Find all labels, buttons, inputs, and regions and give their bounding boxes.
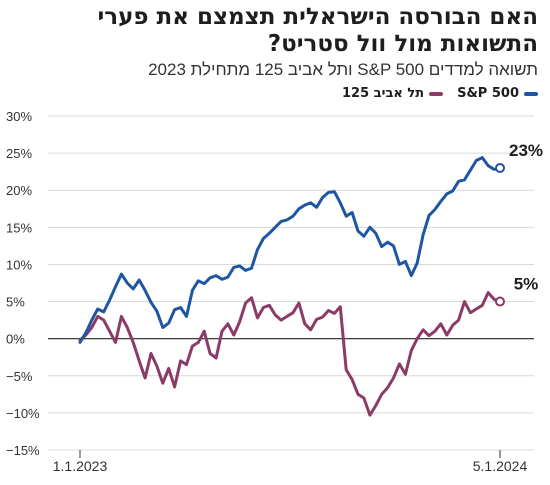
end-label-sp500: 23% <box>509 141 543 160</box>
chart-subtitle: תשואה למדדים S&P 500 ותל אביב 125 מתחילת… <box>148 60 538 79</box>
legend-swatch-sp500 <box>524 91 538 96</box>
chart-legend: S&P 500 תל אביב 125 <box>328 86 538 101</box>
y-tick-label: −15% <box>6 443 40 458</box>
chart-title: האם הבורסה הישראלית תצמצם את פערי התשואו… <box>97 4 538 57</box>
y-tick-label: −5% <box>6 369 33 384</box>
x-tick-label-end: 5.1.2024 <box>473 458 528 474</box>
y-tick-label: 25% <box>6 146 32 161</box>
legend-label-ta125: תל אביב 125 <box>342 86 425 101</box>
y-tick-label: 10% <box>6 257 32 272</box>
end-marker-ta125 <box>495 296 505 307</box>
end-marker-sp500 <box>495 162 505 173</box>
legend-item-sp500: S&P 500 <box>457 86 538 101</box>
legend-label-sp500: S&P 500 <box>457 86 519 101</box>
series-line-sp500 <box>78 156 502 344</box>
y-tick-label: 0% <box>6 332 25 347</box>
y-tick-label: 30% <box>6 109 32 124</box>
end-label-ta125: 5% <box>514 275 539 294</box>
series-line-ta125 <box>78 291 502 417</box>
y-tick-label: 20% <box>6 183 32 198</box>
x-tick-label-start: 1.1.2023 <box>53 458 108 474</box>
y-tick-label: 5% <box>6 295 25 310</box>
legend-item-ta125: תל אביב 125 <box>342 86 444 101</box>
y-tick-label: 15% <box>6 220 32 235</box>
y-tick-label: −10% <box>6 406 40 421</box>
legend-swatch-ta125 <box>429 91 444 96</box>
